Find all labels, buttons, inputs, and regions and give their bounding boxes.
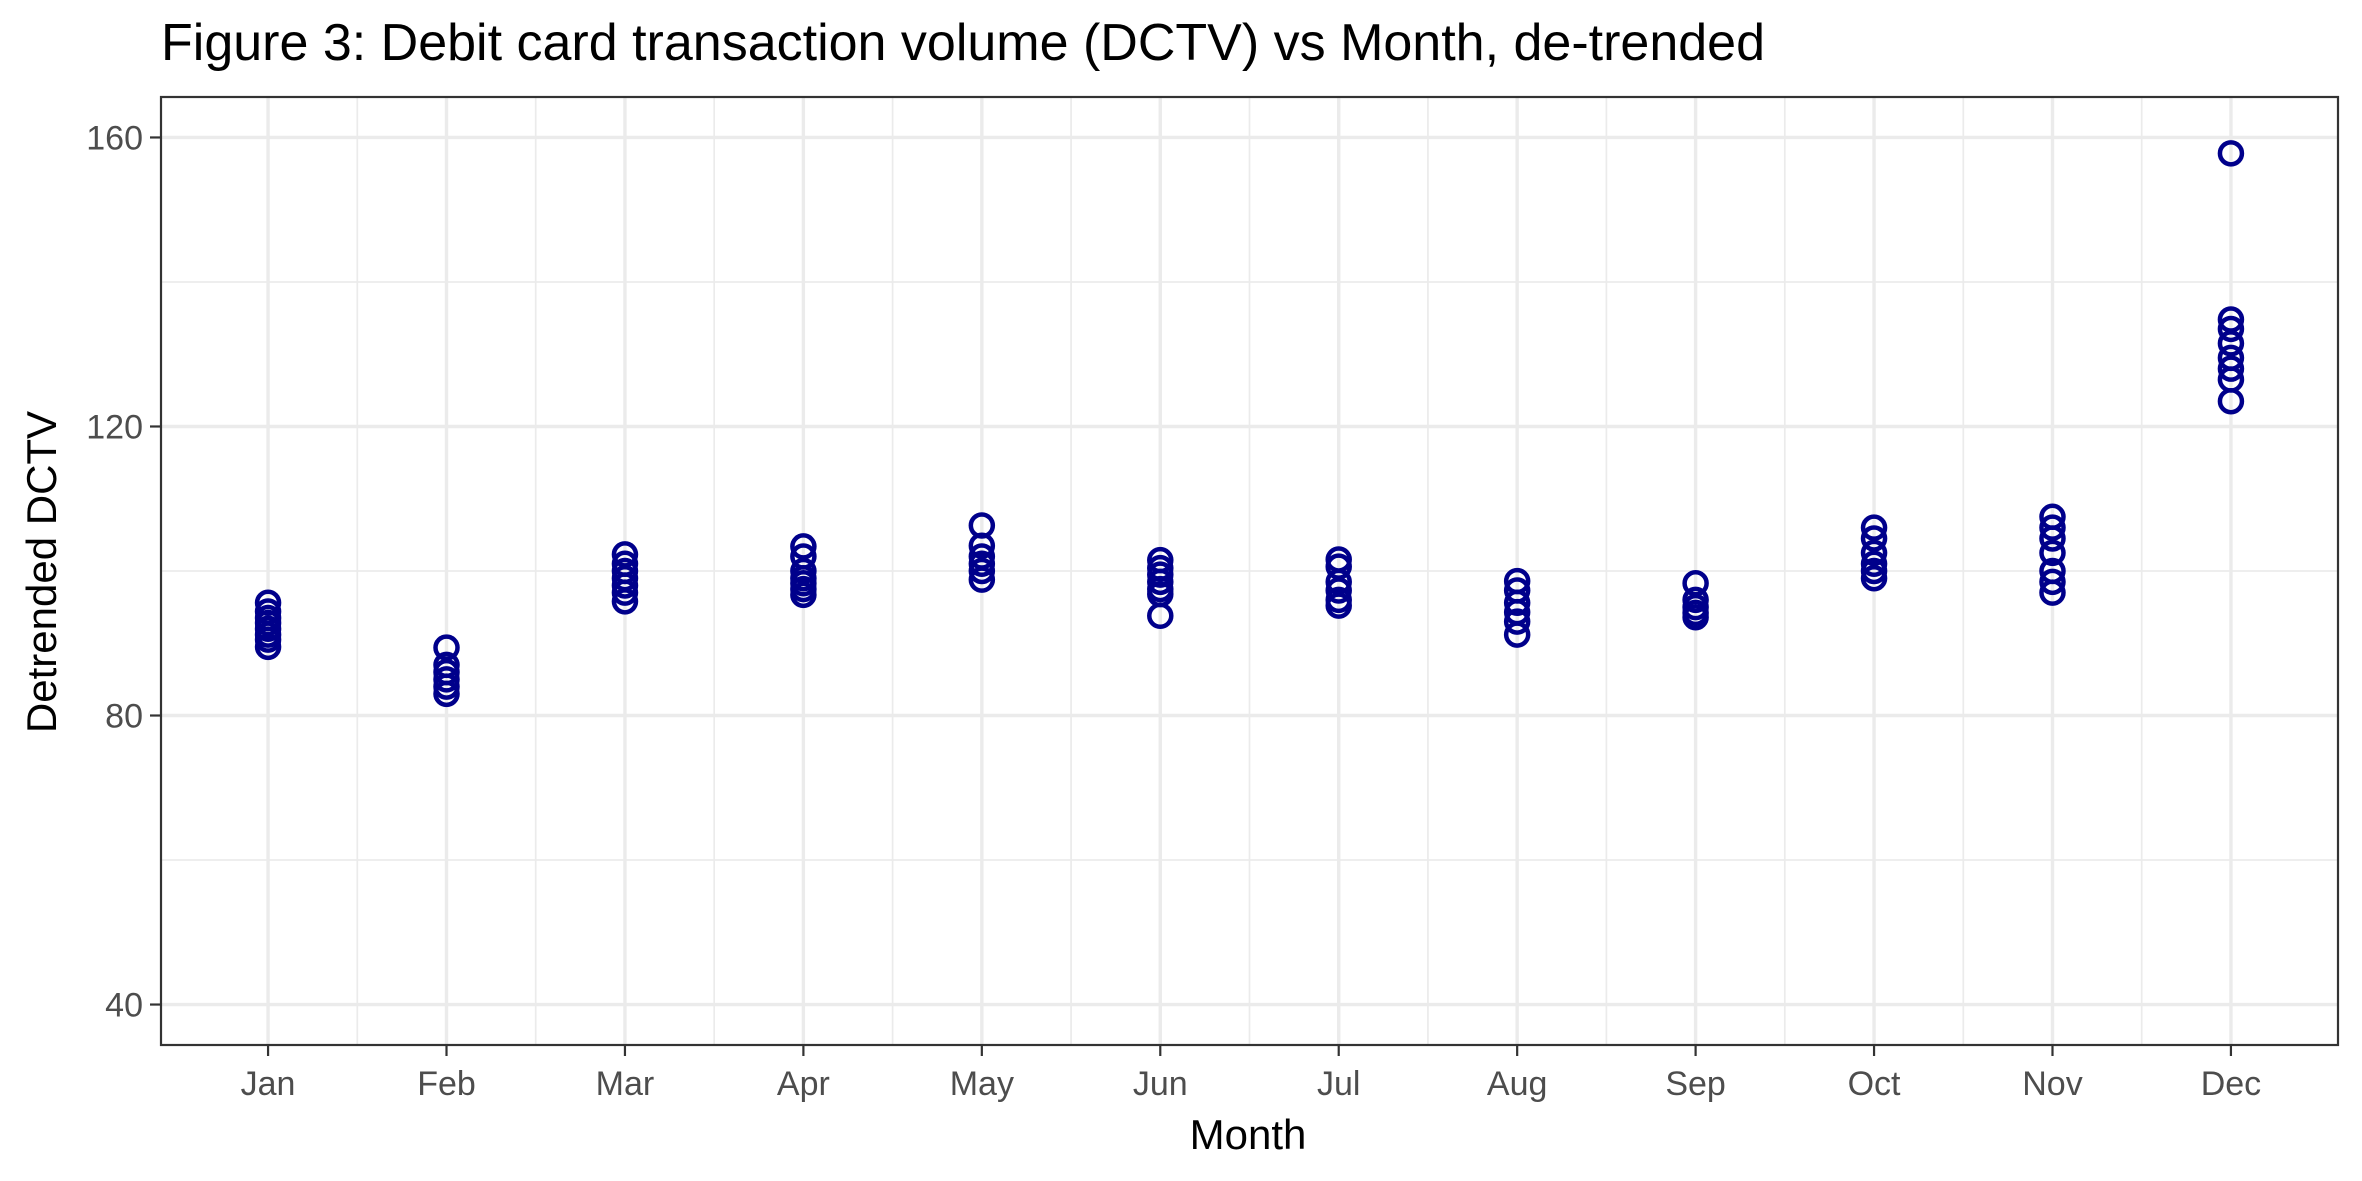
x-tick-label: Apr [777,1065,830,1103]
data-point [1147,602,1174,630]
data-point [1860,564,1888,592]
data-point [1682,603,1709,631]
plot-panel-border [159,95,2340,1047]
x-tick-label: Oct [1848,1065,1901,1103]
y-axis-ticks: 40 80 120 160 [86,119,161,1025]
x-tick-label: Dec [2201,1065,2261,1103]
chart-title: Figure 3: Debit card transaction volume … [161,14,1765,72]
data-point [2039,568,2066,596]
data-point [1325,577,1352,604]
data-point [2039,579,2066,606]
data-point [611,579,639,606]
x-tick-label: Aug [1487,1065,1548,1103]
x-tick-label: Jan [241,1065,296,1103]
x-tick-label: Feb [417,1065,476,1103]
data-point [2039,514,2066,541]
x-tick-label: Nov [2022,1065,2082,1103]
data-point [2217,330,2245,357]
major-gridlines-horizontal [161,135,2338,1007]
data-point [1503,621,1531,648]
data-point [790,533,817,560]
data-point [790,581,817,609]
data-point [433,680,460,708]
data-point [2217,355,2245,382]
x-tick-label: Sep [1665,1065,1726,1103]
x-axis-ticks: Jan Feb Mar Apr May Jun Jul Aug Sep Oct Nov Dec [241,1045,2261,1103]
data-point [433,634,460,661]
x-tick-label: Mar [596,1065,655,1103]
data-point [2217,140,2245,167]
x-tick-label: Jun [1133,1065,1188,1103]
x-tick-label: May [950,1065,1014,1103]
y-tick-label: 40 [105,987,143,1025]
data-point [2217,387,2245,415]
data-point [968,566,996,593]
y-tick-label: 80 [105,698,143,736]
data-point [1503,608,1531,635]
data-points [254,140,2245,708]
data-point [2039,539,2066,567]
x-tick-label: Jul [1317,1065,1360,1103]
y-tick-label: 120 [86,408,143,446]
minor-gridlines-vertical [356,97,2143,1045]
x-axis-title: Month [1190,1111,1307,1158]
y-axis-title: Detrended DCTV [18,411,65,733]
data-point [2217,315,2245,343]
data-point [254,633,282,661]
data-point [968,532,996,559]
data-point [1860,525,1888,552]
data-point [1325,592,1352,619]
data-point [2039,525,2066,552]
data-point [611,588,639,615]
data-point [968,557,996,585]
data-point [1860,514,1888,541]
y-tick-label: 160 [86,119,143,157]
data-point [1860,539,1888,567]
data-point [1503,589,1531,617]
